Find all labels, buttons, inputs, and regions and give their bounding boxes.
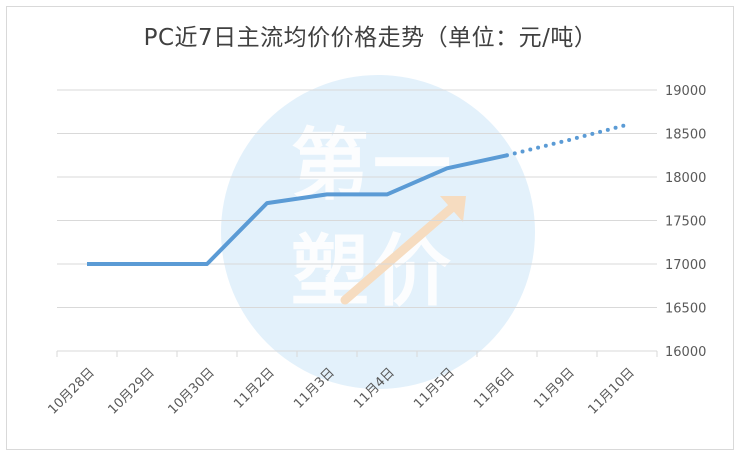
watermark-char: 一: [373, 121, 451, 211]
x-tick-label: 11月10日: [585, 365, 637, 417]
y-tick-label: 16500: [665, 302, 706, 317]
y-tick-label: 19000: [665, 84, 706, 99]
chart-title: PC近7日主流均价价格走势（单位：元/吨）: [143, 25, 598, 51]
watermark-arrow-head: [440, 196, 466, 222]
y-tick-label: 16000: [665, 345, 706, 360]
watermark-circle: [221, 75, 535, 389]
x-tick-label: 11月2日: [231, 365, 278, 412]
x-tick-label: 10月28日: [45, 365, 97, 417]
x-tick-label: 10月30日: [165, 365, 217, 417]
y-tick-label: 18000: [665, 171, 706, 186]
x-tick-label: 10月29日: [105, 365, 157, 417]
series-line-forecast: [505, 122, 629, 158]
y-tick-label: 17000: [665, 258, 706, 273]
series-line-actual: [87, 153, 508, 266]
y-tick-label: 17500: [665, 215, 706, 230]
x-tick-label: 11月6日: [471, 365, 518, 412]
watermark-char: 塑: [291, 227, 369, 317]
y-tick-label: 18500: [665, 128, 706, 143]
x-tick-label: 11月9日: [531, 365, 578, 412]
